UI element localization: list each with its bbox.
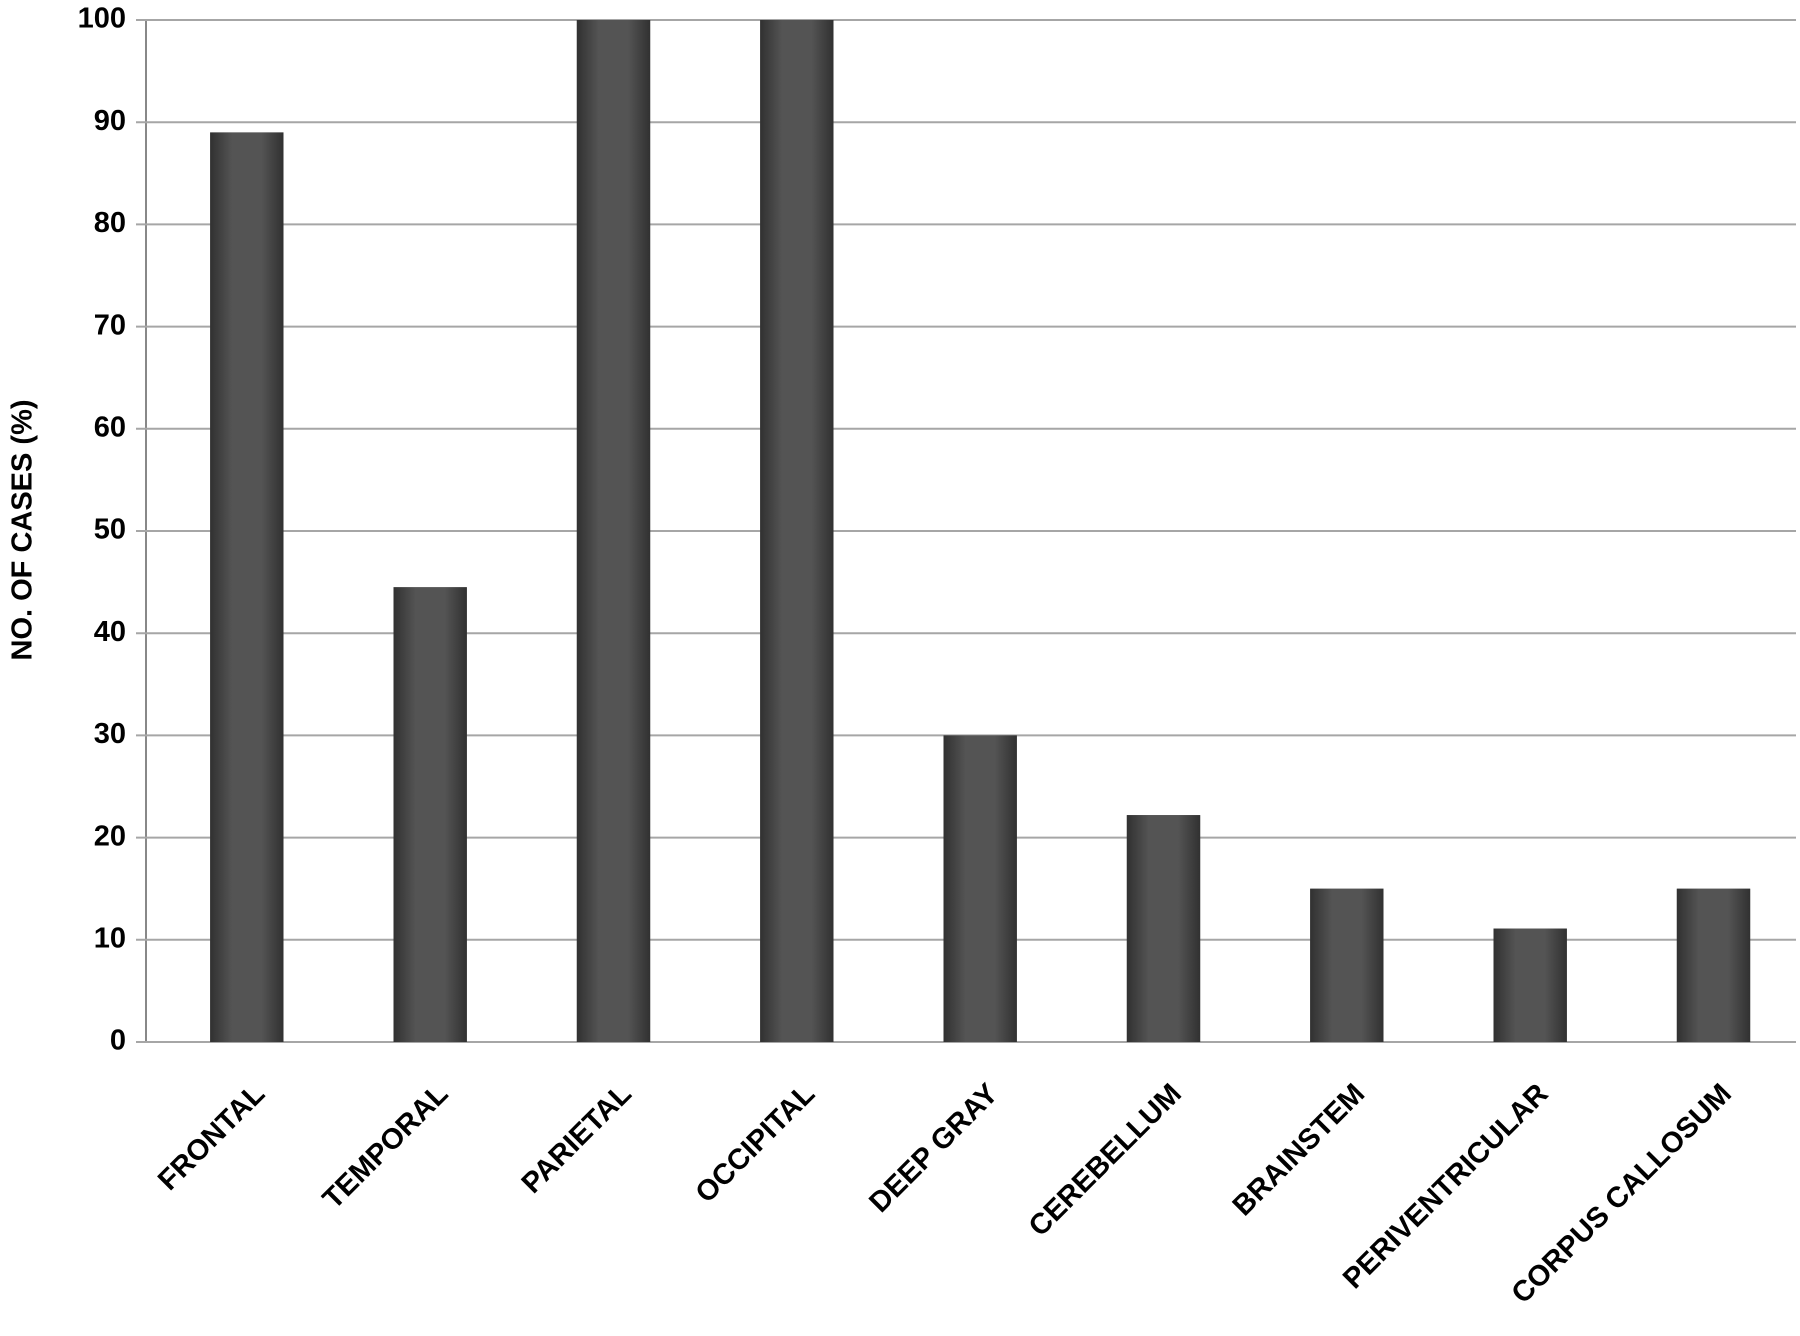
- x-tick-label: DEEP GRAY: [863, 1078, 1004, 1219]
- x-tick-label: CEREBELLUM: [1023, 1078, 1188, 1243]
- bar-shade: [760, 20, 834, 1042]
- y-tick-label: 70: [94, 309, 126, 341]
- bar-shade: [576, 20, 651, 1042]
- y-tick-label: 40: [94, 616, 126, 648]
- x-tick-label: PERIVENTRICULAR: [1337, 1078, 1554, 1295]
- bar-shade: [1676, 888, 1751, 1042]
- y-tick-label: 80: [94, 207, 126, 239]
- bar-shade: [943, 735, 1017, 1042]
- y-tick-label: 10: [94, 922, 126, 954]
- y-tick-label: 100: [78, 3, 126, 35]
- y-tick-label: 90: [94, 105, 126, 137]
- y-tick-label: 50: [94, 514, 126, 546]
- y-tick-label: 20: [94, 820, 126, 852]
- bar-shade: [210, 132, 284, 1043]
- y-axis-title: NO. OF CASES (%): [7, 399, 39, 660]
- bar-shade: [1493, 928, 1567, 1042]
- x-tick-label: OCCIPITAL: [690, 1078, 822, 1210]
- x-tick-label: FRONTAL: [152, 1078, 271, 1197]
- y-tick-label: 0: [110, 1025, 126, 1057]
- y-tick-label: 30: [94, 718, 126, 750]
- bar-shade: [1126, 815, 1201, 1042]
- y-tick-label: 60: [94, 411, 126, 443]
- x-tick-label: BRAINSTEM: [1227, 1078, 1372, 1223]
- x-tick-label: TEMPORAL: [317, 1078, 455, 1216]
- x-tick-label: PARIETAL: [516, 1078, 638, 1200]
- bar-shade: [1310, 888, 1384, 1042]
- bar-shade: [393, 587, 467, 1042]
